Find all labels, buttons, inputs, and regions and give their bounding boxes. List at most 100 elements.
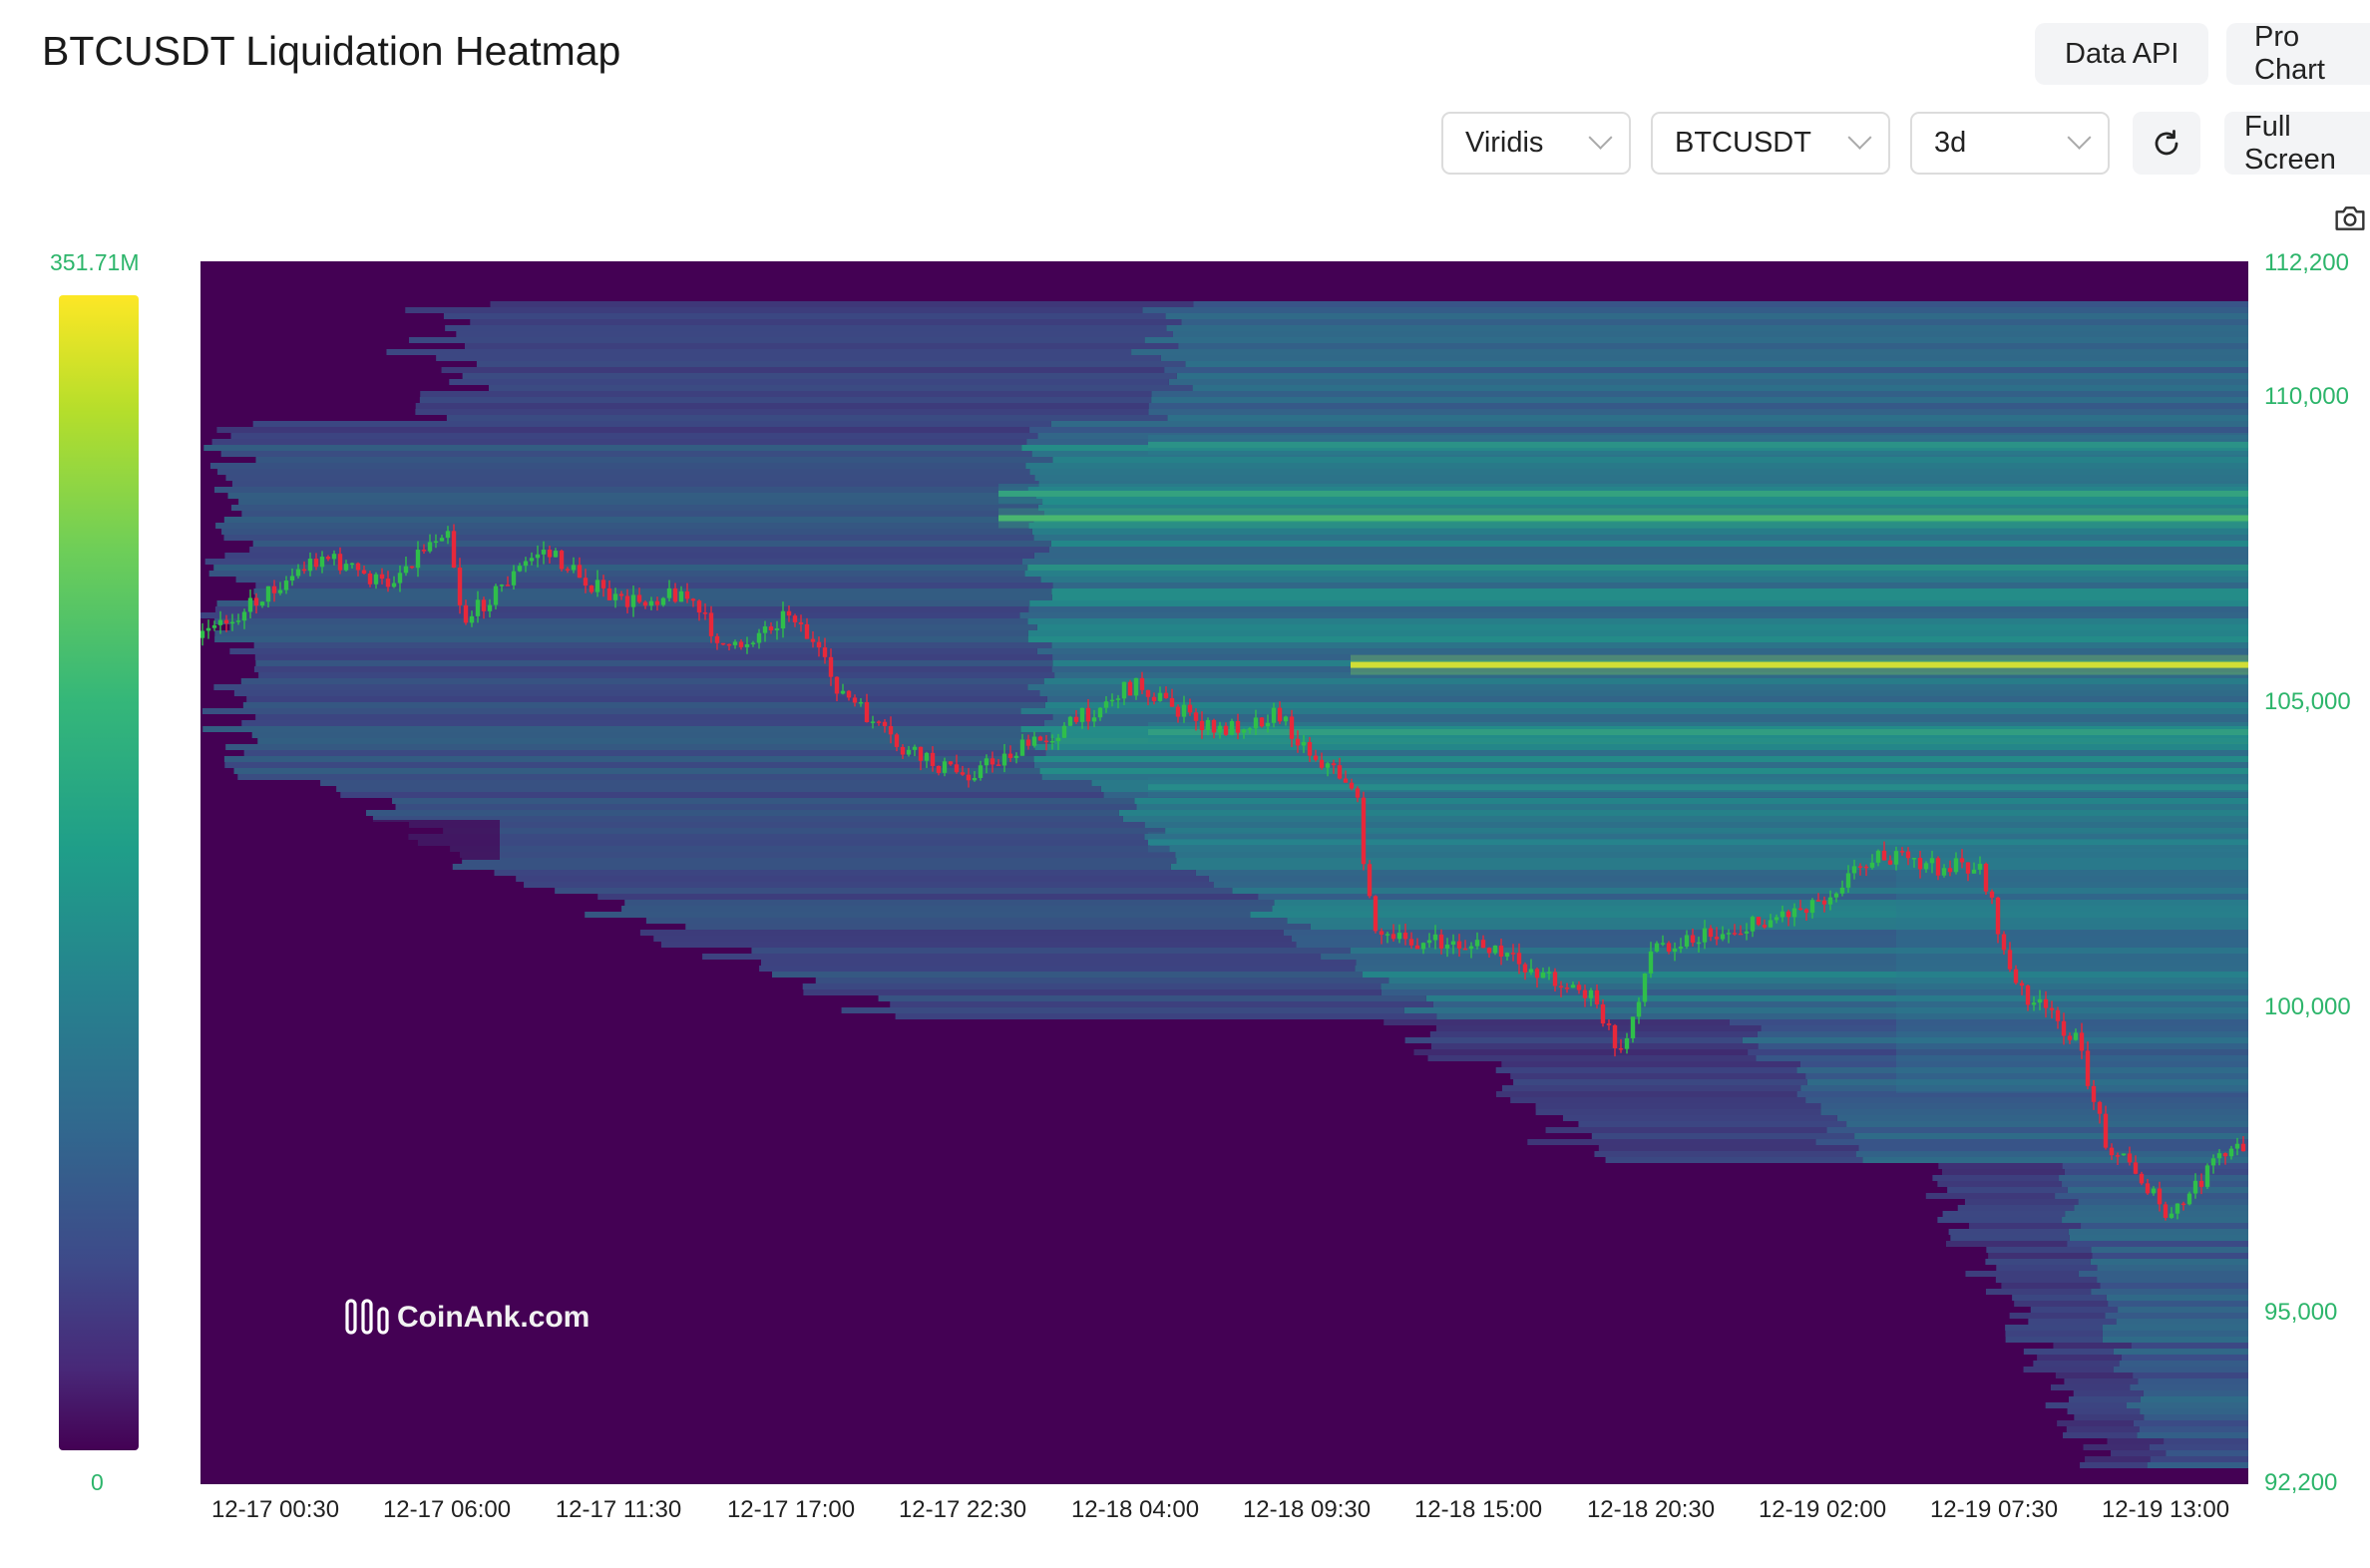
heat-cell <box>1051 588 2248 594</box>
candle-body <box>960 772 966 775</box>
candle-body <box>732 641 738 645</box>
heat-band-glow <box>1148 434 2248 455</box>
candle-body <box>1133 677 1139 696</box>
candle-body <box>349 563 355 566</box>
heat-cell <box>2102 1337 2248 1343</box>
heat-cell <box>208 571 1025 577</box>
candle-body <box>1163 692 1169 698</box>
heat-cell <box>211 439 1027 445</box>
heat-cell <box>1858 1145 2248 1151</box>
candle-body <box>205 627 211 631</box>
x-tick-label: 12-18 09:30 <box>1242 1496 1372 1523</box>
candle-body <box>972 777 978 781</box>
candle-body <box>1145 689 1151 697</box>
refresh-button[interactable] <box>2133 112 2200 175</box>
heat-cell <box>2113 1349 2248 1355</box>
candle-body <box>1546 972 1552 974</box>
heat-cell <box>2144 1414 2248 1420</box>
candle-body <box>283 581 289 590</box>
candle-body <box>1666 943 1672 953</box>
candle-body <box>1953 858 1959 873</box>
heat-cell <box>2062 1163 2248 1169</box>
heat-cell <box>2138 1378 2248 1384</box>
heat-cell <box>213 487 1028 493</box>
heatmap-chart[interactable] <box>200 261 2248 1484</box>
heat-cell <box>1388 978 2248 983</box>
candle-body <box>1384 934 1390 936</box>
candle-body <box>1839 887 1845 894</box>
heat-band-glow <box>1148 832 2248 853</box>
heat-cell <box>1134 798 2248 804</box>
symbol-select[interactable]: BTCUSDT <box>1651 112 1890 175</box>
heat-cell <box>2074 1414 2145 1420</box>
heat-cell <box>2005 1331 2103 1337</box>
candle-body <box>1450 941 1456 946</box>
heat-cell <box>229 624 1037 630</box>
data-api-button[interactable]: Data API <box>2035 23 2209 85</box>
heat-cell <box>1986 1247 2092 1253</box>
heat-cell <box>1025 463 2248 469</box>
chevron-down-icon <box>1588 125 1613 150</box>
range-select[interactable]: 3d <box>1910 112 2110 175</box>
candle-body <box>1331 763 1337 766</box>
colormap-select[interactable]: Viridis <box>1441 112 1631 175</box>
candle-body <box>1367 864 1373 897</box>
heat-cell <box>233 690 1040 696</box>
heat-cell <box>2108 1301 2248 1307</box>
heat-band-glow <box>1351 654 2248 675</box>
heat-cell <box>1985 1289 2092 1295</box>
candle-body <box>337 554 343 571</box>
heat-cell <box>231 481 1039 487</box>
candle-body <box>1821 900 1827 905</box>
heat-cell <box>1033 553 2248 559</box>
candle-body <box>1361 797 1367 865</box>
candle-body <box>1714 937 1720 940</box>
candle-body <box>2157 1188 2163 1205</box>
candle-body <box>1636 1001 1642 1017</box>
candle-body <box>1181 704 1187 717</box>
candle-body <box>648 600 654 606</box>
candle-body <box>1169 697 1175 707</box>
candle-body <box>804 623 810 639</box>
candle-body <box>1241 729 1247 733</box>
heat-cell <box>2092 1253 2248 1259</box>
heat-cell <box>1031 451 2248 457</box>
candle-body <box>846 690 852 698</box>
heat-cell <box>1131 349 2248 355</box>
candle-body <box>1983 864 1989 892</box>
candle-body <box>1576 984 1582 990</box>
candle-body <box>445 531 451 539</box>
candle-body <box>235 620 241 622</box>
heat-cell <box>1846 1121 2248 1127</box>
candle-body <box>511 571 517 586</box>
heat-cell <box>253 588 1052 594</box>
heat-cell <box>462 858 1177 864</box>
heat-cell <box>597 894 1259 900</box>
camera-icon[interactable] <box>2334 204 2366 232</box>
heat-cell <box>1165 828 2248 834</box>
heat-cell <box>255 714 1053 720</box>
heat-cell <box>2127 1402 2248 1408</box>
fullscreen-button[interactable]: Full Screen <box>2224 111 2370 176</box>
heat-cell <box>1250 912 2248 918</box>
pro-chart-button[interactable]: Pro Chart <box>2226 21 2370 86</box>
heat-cell <box>1598 1145 1859 1151</box>
candle-body <box>1468 946 1474 950</box>
candle-body <box>355 563 361 571</box>
heat-cell <box>1041 774 2248 780</box>
heat-cell <box>1381 983 2248 989</box>
heat-cell <box>230 505 1038 511</box>
heat-cell <box>249 547 1049 553</box>
heat-cell <box>1195 870 2248 876</box>
heat-cell <box>1144 822 2248 828</box>
heat-cell <box>246 696 1047 702</box>
heat-cell <box>1034 475 2248 481</box>
candle-body <box>1349 782 1355 789</box>
heat-cell <box>815 978 1389 983</box>
candle-body <box>217 619 223 625</box>
heat-cell <box>1427 1055 1757 1061</box>
candle-body <box>1989 891 1995 898</box>
candle-body <box>1510 953 1516 955</box>
heat-cell <box>420 391 1152 397</box>
heat-cell <box>1208 876 2248 882</box>
